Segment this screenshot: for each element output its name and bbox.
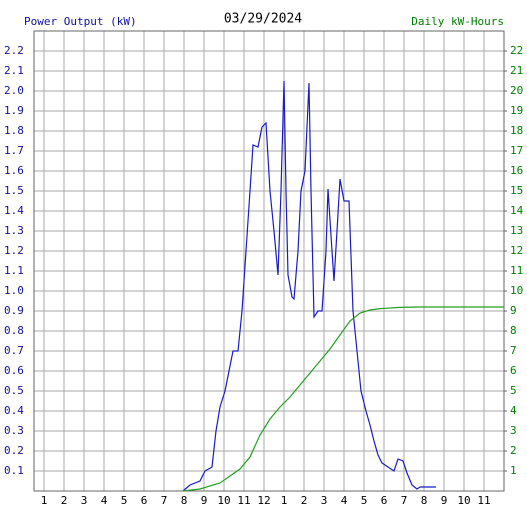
x-tick-label: 1 xyxy=(281,494,288,507)
y2-tick-label: 8 xyxy=(510,324,517,337)
y-tick-label: 1.3 xyxy=(4,224,24,237)
x-tick-label: 11 xyxy=(237,494,250,507)
x-tick-label: 8 xyxy=(181,494,188,507)
y2-tick-label: 5 xyxy=(510,384,517,397)
x-tick-label: 2 xyxy=(301,494,308,507)
y2-tick-label: 6 xyxy=(510,364,517,377)
x-tick-label: 3 xyxy=(321,494,328,507)
y2-tick-label: 14 xyxy=(510,204,524,217)
y-tick-label: 1.5 xyxy=(4,184,24,197)
y-axis-title: Power Output (kW) xyxy=(24,15,137,28)
x-tick-label: 5 xyxy=(361,494,368,507)
y-tick-label: 0.5 xyxy=(4,384,24,397)
y2-tick-label: 11 xyxy=(510,264,523,277)
y2-tick-label: 2 xyxy=(510,444,517,457)
x-tick-label: 7 xyxy=(161,494,168,507)
y-tick-label: 0.3 xyxy=(4,424,24,437)
x-tick-label: 9 xyxy=(441,494,448,507)
x-tick-label: 11 xyxy=(477,494,490,507)
y-tick-label: 1.1 xyxy=(4,264,24,277)
y2-tick-label: 19 xyxy=(510,104,523,117)
y-tick-label: 1.4 xyxy=(4,204,24,217)
y2-tick-label: 7 xyxy=(510,344,517,357)
y2-tick-label: 12 xyxy=(510,244,523,257)
y-tick-label: 2.2 xyxy=(4,44,24,57)
y2-tick-label: 21 xyxy=(510,64,523,77)
x-tick-label: 10 xyxy=(217,494,230,507)
y2-tick-label: 20 xyxy=(510,84,523,97)
y2-tick-label: 15 xyxy=(510,184,523,197)
x-tick-label: 6 xyxy=(381,494,388,507)
series-line xyxy=(182,80,436,492)
y2-tick-label: 3 xyxy=(510,424,517,437)
y-tick-label: 1.7 xyxy=(4,144,24,157)
y-tick-label: 0.6 xyxy=(4,364,24,377)
y-tick-label: 2.1 xyxy=(4,64,24,77)
y2-tick-label: 10 xyxy=(510,284,523,297)
x-tick-label: 2 xyxy=(61,494,68,507)
x-tick-label: 5 xyxy=(121,494,128,507)
x-tick-label: 12 xyxy=(257,494,270,507)
y-tick-label: 1.0 xyxy=(4,284,24,297)
y2-tick-label: 16 xyxy=(510,164,523,177)
y2-tick-label: 13 xyxy=(510,224,523,237)
y2-axis-title: Daily kW-Hours xyxy=(411,15,504,28)
y2-tick-label: 9 xyxy=(510,304,517,317)
y-tick-label: 1.2 xyxy=(4,244,24,257)
y-tick-label: 0.4 xyxy=(4,404,24,417)
x-tick-label: 6 xyxy=(141,494,148,507)
x-tick-label: 8 xyxy=(421,494,428,507)
x-tick-label: 10 xyxy=(457,494,470,507)
x-tick-label: 3 xyxy=(81,494,88,507)
y-tick-label: 0.9 xyxy=(4,304,24,317)
y-tick-label: 1.9 xyxy=(4,104,24,117)
x-tick-label: 1 xyxy=(41,494,48,507)
y-tick-label: 0.1 xyxy=(4,464,24,477)
y2-tick-label: 1 xyxy=(510,464,517,477)
plot-frame xyxy=(33,30,505,492)
y-tick-label: 0.7 xyxy=(4,344,24,357)
y2-tick-label: 22 xyxy=(510,44,523,57)
y2-tick-label: 18 xyxy=(510,124,523,137)
series-line xyxy=(182,306,504,492)
x-tick-label: 4 xyxy=(341,494,348,507)
y2-tick-label: 4 xyxy=(510,404,517,417)
x-tick-label: 9 xyxy=(201,494,208,507)
chart-title: 03/29/2024 xyxy=(224,12,302,27)
x-tick-label: 4 xyxy=(101,494,108,507)
y-tick-label: 0.2 xyxy=(4,444,24,457)
y-tick-label: 2.0 xyxy=(4,84,24,97)
y-tick-label: 1.6 xyxy=(4,164,24,177)
y-tick-label: 0.8 xyxy=(4,324,24,337)
y2-tick-label: 17 xyxy=(510,144,523,157)
y-tick-label: 1.8 xyxy=(4,124,24,137)
x-tick-label: 7 xyxy=(401,494,408,507)
